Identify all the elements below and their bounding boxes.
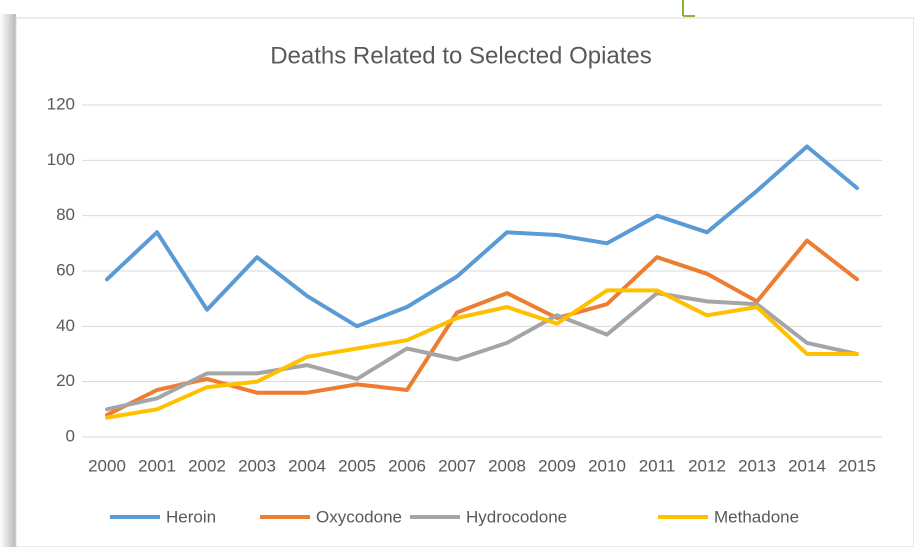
series-line [105, 144, 859, 329]
x-tick-label: 2001 [138, 456, 176, 475]
x-tick-label: 2014 [788, 456, 826, 475]
x-tick-label: 2010 [588, 456, 626, 475]
y-tick-label: 120 [47, 94, 75, 113]
x-tick-label: 2003 [238, 456, 276, 475]
chart-title: Deaths Related to Selected Opiates [270, 42, 652, 69]
legend-label: Methadone [714, 507, 799, 526]
x-tick-label: 2005 [338, 456, 376, 475]
x-tick-label: 2004 [288, 456, 326, 475]
y-tick-label: 80 [56, 205, 75, 224]
shadow [0, 14, 16, 547]
x-tick-label: 2013 [738, 456, 776, 475]
series-line [105, 288, 859, 420]
x-tick-label: 2011 [639, 456, 676, 475]
x-tick-label: 2007 [438, 456, 476, 475]
series-line [105, 291, 859, 412]
x-tick-label: 2012 [688, 456, 726, 475]
y-tick-label: 0 [66, 426, 75, 445]
x-tick-label: 2002 [188, 456, 226, 475]
chart-area [15, 17, 914, 548]
y-tick-label: 100 [47, 150, 75, 169]
x-tick-label: 2000 [88, 456, 126, 475]
x-tick-label: 2006 [388, 456, 426, 475]
x-tick-label: 2008 [488, 456, 526, 475]
x-tick-label: 2015 [838, 456, 876, 475]
x-tick-label: 2009 [538, 456, 576, 475]
y-tick-label: 40 [56, 316, 75, 335]
legend-label: Hydrocodone [466, 507, 567, 526]
y-tick-label: 20 [56, 371, 75, 390]
legend-label: Oxycodone [316, 507, 402, 526]
y-tick-label: 60 [56, 260, 75, 279]
legend-label: Heroin [166, 507, 216, 526]
